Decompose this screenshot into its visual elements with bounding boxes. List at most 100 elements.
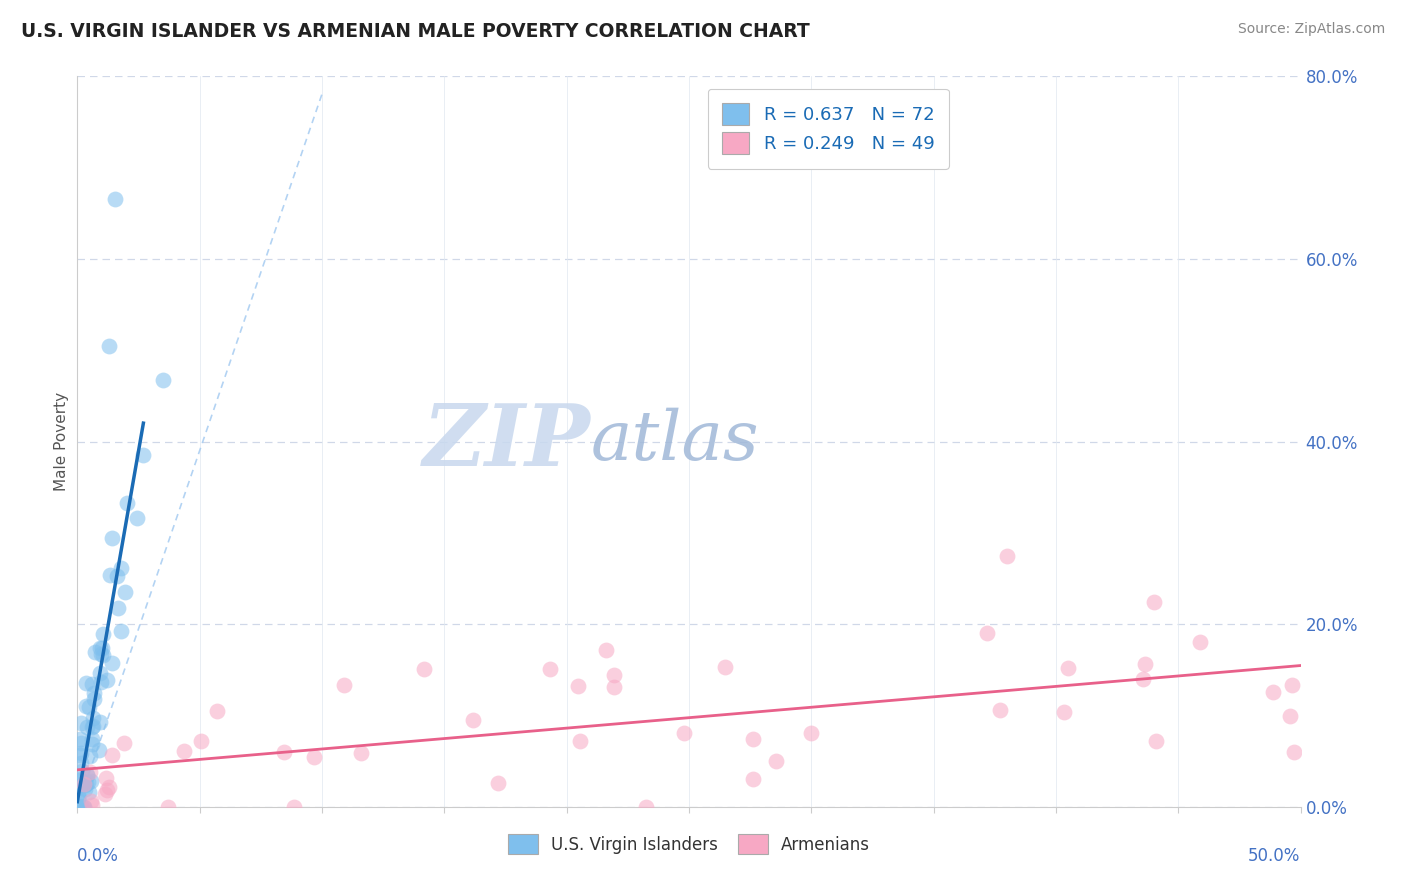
Point bbox=[461, 713, 484, 727]
Point bbox=[190, 733, 212, 747]
Point bbox=[67, 789, 90, 803]
Point bbox=[94, 787, 117, 801]
Point bbox=[273, 745, 295, 759]
Point bbox=[69, 747, 91, 762]
Point bbox=[69, 800, 91, 814]
Point bbox=[82, 711, 104, 725]
Point bbox=[634, 800, 657, 814]
Point bbox=[304, 750, 326, 764]
Point bbox=[1057, 661, 1080, 675]
Text: 50.0%: 50.0% bbox=[1249, 847, 1301, 865]
Point bbox=[76, 720, 98, 734]
Point bbox=[98, 567, 121, 582]
Point bbox=[76, 768, 98, 782]
Point bbox=[84, 644, 107, 658]
Point bbox=[107, 601, 129, 615]
Point bbox=[91, 648, 114, 663]
Point bbox=[173, 744, 195, 758]
Point bbox=[73, 800, 96, 814]
Point bbox=[486, 776, 509, 790]
Point bbox=[89, 743, 111, 757]
Point bbox=[67, 800, 90, 814]
Point bbox=[742, 772, 765, 786]
Point bbox=[76, 768, 98, 782]
Point bbox=[72, 764, 94, 778]
Point bbox=[91, 641, 114, 656]
Point bbox=[66, 800, 89, 814]
Point bbox=[765, 754, 787, 768]
Point bbox=[70, 800, 93, 814]
Point bbox=[205, 704, 228, 718]
Point bbox=[132, 448, 155, 462]
Point bbox=[80, 676, 103, 690]
Point bbox=[152, 373, 174, 387]
Point bbox=[104, 192, 127, 206]
Point bbox=[89, 665, 111, 680]
Point bbox=[75, 676, 97, 690]
Point bbox=[101, 656, 124, 670]
Point bbox=[673, 726, 696, 740]
Point bbox=[595, 643, 617, 657]
Point bbox=[91, 627, 114, 641]
Point bbox=[69, 731, 91, 746]
Point bbox=[69, 773, 91, 788]
Point bbox=[412, 662, 434, 676]
Point bbox=[77, 785, 100, 799]
Point bbox=[83, 691, 105, 706]
Point bbox=[1132, 672, 1154, 686]
Point bbox=[70, 800, 93, 814]
Point bbox=[1133, 657, 1156, 672]
Point bbox=[67, 793, 90, 807]
Text: Source: ZipAtlas.com: Source: ZipAtlas.com bbox=[1237, 22, 1385, 37]
Point bbox=[67, 800, 90, 814]
Point bbox=[101, 531, 124, 545]
Point bbox=[96, 772, 118, 786]
Point bbox=[1261, 685, 1284, 699]
Point bbox=[1188, 635, 1211, 649]
Point bbox=[100, 747, 122, 762]
Point bbox=[283, 800, 305, 814]
Point bbox=[110, 561, 132, 575]
Point bbox=[114, 585, 136, 599]
Point bbox=[112, 736, 135, 750]
Point bbox=[976, 625, 998, 640]
Point bbox=[83, 686, 105, 700]
Point bbox=[70, 778, 93, 792]
Point bbox=[77, 775, 100, 789]
Point bbox=[82, 719, 104, 733]
Point bbox=[72, 800, 94, 814]
Point bbox=[75, 777, 97, 791]
Point bbox=[1053, 705, 1076, 719]
Point bbox=[1284, 746, 1306, 760]
Point bbox=[67, 788, 90, 802]
Point bbox=[117, 496, 139, 510]
Point bbox=[73, 781, 96, 796]
Point bbox=[96, 783, 118, 797]
Point bbox=[333, 678, 356, 692]
Point bbox=[80, 798, 103, 813]
Point bbox=[79, 764, 101, 779]
Point bbox=[1281, 678, 1303, 692]
Point bbox=[80, 773, 103, 788]
Point bbox=[96, 673, 118, 687]
Point bbox=[1278, 709, 1301, 723]
Point bbox=[70, 746, 93, 760]
Point bbox=[567, 679, 589, 693]
Point bbox=[602, 680, 624, 694]
Point bbox=[70, 736, 93, 750]
Point bbox=[1143, 594, 1166, 608]
Point bbox=[69, 800, 91, 814]
Text: atlas: atlas bbox=[591, 409, 759, 475]
Text: ZIP: ZIP bbox=[423, 400, 591, 483]
Point bbox=[569, 734, 592, 748]
Point bbox=[538, 662, 561, 676]
Point bbox=[350, 747, 373, 761]
Point bbox=[80, 731, 103, 746]
Point bbox=[988, 703, 1011, 717]
Point bbox=[98, 780, 121, 794]
Point bbox=[82, 737, 104, 751]
Point bbox=[69, 800, 91, 814]
Point bbox=[75, 699, 97, 714]
Point bbox=[1146, 733, 1168, 747]
Point bbox=[90, 674, 112, 689]
